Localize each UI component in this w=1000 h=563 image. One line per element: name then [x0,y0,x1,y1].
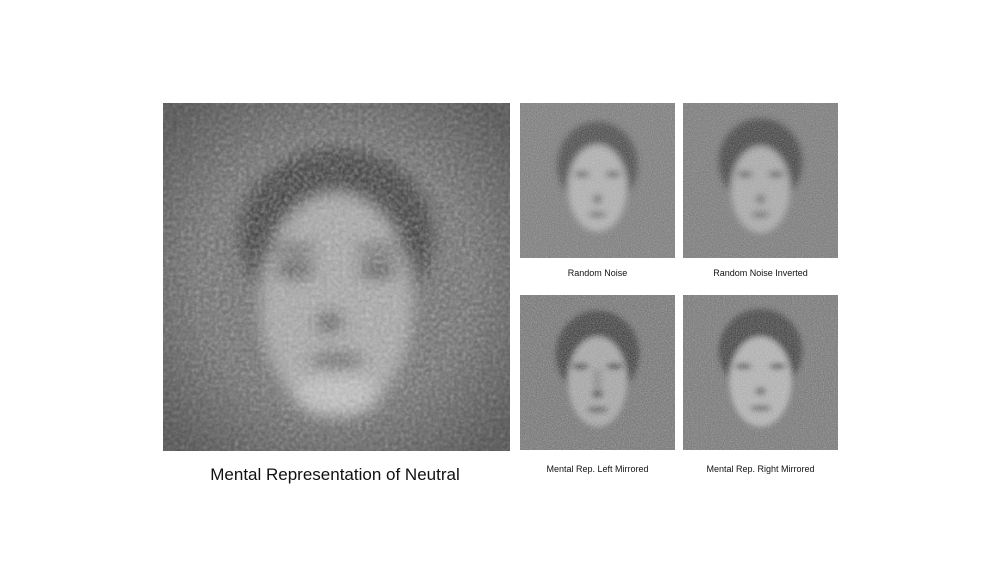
right-mirrored-caption: Mental Rep. Right Mirrored [706,464,815,474]
random-noise-inverted-caption: Random Noise Inverted [713,268,808,278]
main-caption: Mental Representation of Neutral [210,465,460,484]
face-right-mirrored-image [683,295,838,450]
left-mirrored-face-image [520,295,675,450]
main-face-image [163,103,510,451]
right-mirrored-face-image [683,295,838,450]
random-noise-inverted-face-image [683,103,838,258]
face-classification-image [163,103,510,451]
face-left-mirrored-image [520,295,675,450]
left-mirrored-caption: Mental Rep. Left Mirrored [546,464,649,474]
random-noise-face-image [520,103,675,258]
face-noise-inverted-image [683,103,838,258]
face-noise-image [520,103,675,258]
random-noise-caption: Random Noise [567,268,628,278]
